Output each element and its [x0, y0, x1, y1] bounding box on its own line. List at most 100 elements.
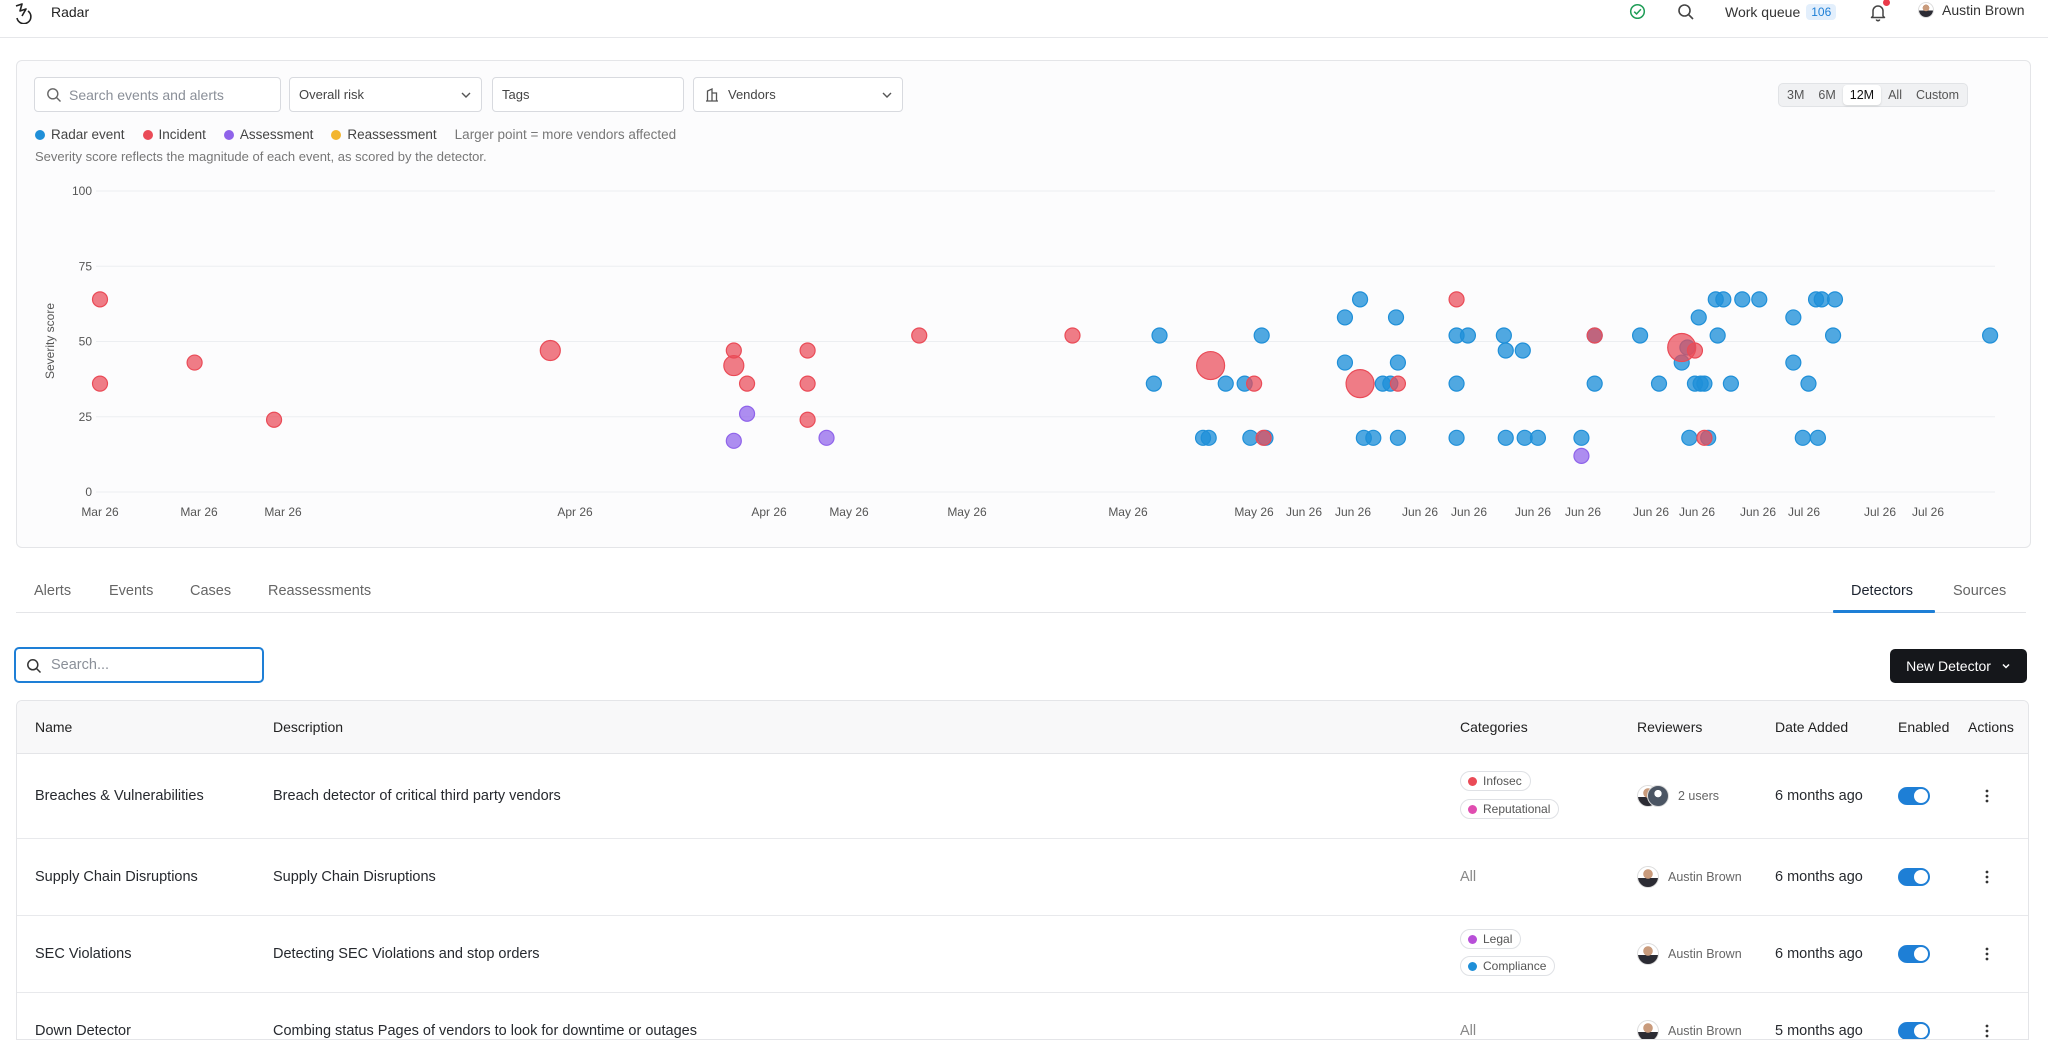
header-description[interactable]: Description	[273, 719, 344, 735]
vendors-select[interactable]: Vendors	[693, 77, 903, 112]
tab-alerts[interactable]: Alerts	[34, 583, 72, 599]
reviewers-cell[interactable]: Austin Brown	[1637, 866, 1742, 888]
more-actions-icon[interactable]	[1979, 869, 1995, 885]
radar-event-point[interactable]	[1336, 309, 1354, 326]
header-date-added[interactable]: Date Added	[1775, 719, 1849, 735]
assessment-point[interactable]	[738, 405, 756, 422]
range-6m[interactable]: 6M	[1818, 88, 1836, 102]
detector-name[interactable]: Breaches & Vulnerabilities	[35, 788, 204, 804]
incident-point[interactable]	[723, 354, 745, 377]
header-name[interactable]: Name	[35, 719, 73, 735]
incident-point[interactable]	[1586, 327, 1603, 344]
event-search-input[interactable]: Search events and alerts	[34, 77, 281, 112]
incident-point[interactable]	[1246, 375, 1263, 392]
search-icon[interactable]	[1677, 3, 1695, 21]
notifications-bell-icon[interactable]	[1868, 2, 1888, 22]
radar-event-point[interactable]	[1809, 429, 1827, 446]
tab-reassessments[interactable]: Reassessments	[268, 583, 372, 599]
header-enabled[interactable]: Enabled	[1898, 719, 1950, 735]
status-check-icon[interactable]	[1629, 3, 1646, 20]
detector-name[interactable]: Supply Chain Disruptions	[35, 869, 198, 885]
incident-point[interactable]	[1064, 327, 1081, 344]
user-menu[interactable]: Austin Brown	[1918, 2, 2024, 18]
incident-point[interactable]	[738, 375, 756, 392]
incident-point[interactable]	[799, 375, 816, 392]
radar-event-point[interactable]	[1145, 375, 1162, 392]
reviewers-cell[interactable]: 2 users	[1637, 785, 1719, 807]
radar-event-point[interactable]	[1497, 429, 1514, 446]
radar-event-point[interactable]	[1715, 291, 1732, 308]
incident-point[interactable]	[911, 327, 928, 344]
radar-event-point[interactable]	[1722, 375, 1740, 392]
radar-event-point[interactable]	[1253, 327, 1270, 344]
radar-logo-icon[interactable]	[12, 2, 34, 24]
enabled-toggle[interactable]	[1898, 868, 1930, 886]
incident-point[interactable]	[1255, 429, 1272, 446]
incident-point[interactable]	[1448, 291, 1465, 308]
incident-point[interactable]	[1196, 350, 1226, 381]
radar-event-point[interactable]	[1826, 291, 1844, 308]
header-reviewers[interactable]: Reviewers	[1637, 719, 1703, 735]
radar-event-point[interactable]	[1495, 327, 1512, 344]
radar-event-point[interactable]	[1459, 327, 1477, 344]
radar-event-point[interactable]	[1690, 309, 1707, 326]
tab-cases[interactable]: Cases	[190, 583, 232, 599]
radar-event-point[interactable]	[1529, 429, 1547, 446]
radar-event-point[interactable]	[1696, 375, 1713, 392]
detector-name[interactable]: Down Detector	[35, 1023, 131, 1039]
detector-search-input[interactable]: Search...	[14, 647, 264, 683]
tab-sources[interactable]: Sources	[1953, 583, 2007, 599]
radar-event-point[interactable]	[1982, 327, 1999, 344]
radar-event-point[interactable]	[1751, 291, 1768, 308]
radar-event-point[interactable]	[1800, 375, 1817, 392]
radar-event-point[interactable]	[1586, 375, 1603, 392]
assessment-point[interactable]	[725, 432, 742, 449]
incident-point[interactable]	[799, 411, 816, 428]
radar-event-point[interactable]	[1573, 429, 1590, 446]
radar-event-point[interactable]	[1785, 309, 1802, 326]
radar-event-point[interactable]	[1785, 354, 1802, 371]
radar-event-point[interactable]	[1650, 375, 1668, 392]
detector-name[interactable]: SEC Violations	[35, 946, 132, 962]
incident-point[interactable]	[265, 411, 283, 428]
radar-event-point[interactable]	[1336, 354, 1354, 371]
radar-event-point[interactable]	[1631, 327, 1649, 344]
radar-event-point[interactable]	[1200, 429, 1217, 446]
range-all[interactable]: All	[1888, 88, 1902, 102]
range-3m[interactable]: 3M	[1787, 88, 1805, 102]
enabled-toggle[interactable]	[1898, 787, 1930, 805]
radar-event-point[interactable]	[1794, 429, 1811, 446]
tab-detectors[interactable]: Detectors	[1851, 583, 1914, 599]
radar-event-point[interactable]	[1824, 327, 1842, 344]
radar-event-point[interactable]	[1387, 309, 1405, 326]
range-12m[interactable]: 12M	[1842, 85, 1882, 105]
incident-point[interactable]	[186, 354, 203, 371]
radar-event-point[interactable]	[1217, 375, 1234, 392]
incident-point[interactable]	[1696, 429, 1713, 446]
radar-event-point[interactable]	[1681, 429, 1698, 446]
more-actions-icon[interactable]	[1979, 1023, 1995, 1039]
incident-point[interactable]	[799, 342, 816, 359]
incident-point[interactable]	[1389, 375, 1407, 392]
enabled-toggle[interactable]	[1898, 945, 1930, 963]
new-detector-button[interactable]: New Detector	[1890, 649, 2027, 683]
table-row[interactable]: SEC Violations Detecting SEC Violations …	[17, 916, 2028, 993]
radar-event-point[interactable]	[1709, 327, 1726, 344]
enabled-toggle[interactable]	[1898, 1022, 1930, 1039]
range-custom[interactable]: Custom	[1915, 88, 1960, 102]
more-actions-icon[interactable]	[1979, 946, 1995, 962]
radar-event-point[interactable]	[1514, 342, 1531, 359]
legend-incident[interactable]: Incident	[142, 127, 206, 142]
legend-reassessment[interactable]: Reassessment	[331, 127, 437, 142]
incident-point[interactable]	[539, 339, 561, 362]
table-row[interactable]: Breaches & Vulnerabilities Breach detect…	[17, 754, 2028, 839]
more-actions-icon[interactable]	[1979, 788, 1995, 804]
header-categories[interactable]: Categories	[1460, 719, 1528, 735]
table-row[interactable]: Down Detector Combing status Pages of ve…	[17, 993, 2028, 1039]
work-queue-button[interactable]: Work queue 106	[1725, 2, 1837, 22]
radar-event-point[interactable]	[1448, 429, 1465, 446]
incident-point[interactable]	[1345, 369, 1375, 399]
radar-event-point[interactable]	[1389, 354, 1407, 371]
assessment-point[interactable]	[1573, 447, 1590, 464]
radar-event-point[interactable]	[1365, 429, 1382, 446]
